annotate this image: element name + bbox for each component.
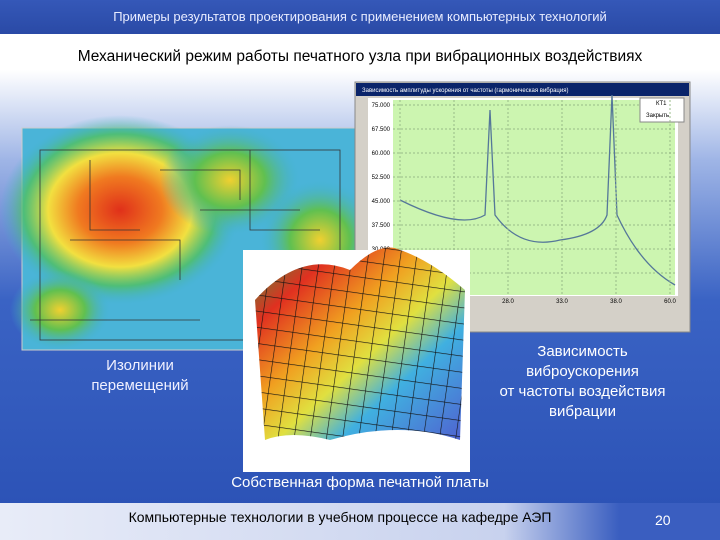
contour-zone (10, 270, 110, 350)
mode-mesh (255, 247, 465, 440)
page-number: 20 (655, 512, 671, 528)
caption-line: от частоты воздействия (499, 383, 666, 400)
slide-title: Механический режим работы печатного узла… (77, 48, 643, 65)
y-tick-label: 60.000 (372, 151, 391, 157)
x-tick-label: 28.0 (502, 299, 514, 305)
x-tick-label: 33.0 (556, 299, 568, 305)
y-tick-label: 75.000 (372, 103, 391, 109)
caption-dependence: Зависимость виброускорения от частоты во… (470, 342, 695, 422)
caption-line: перемещений (91, 377, 189, 394)
y-tick-label: 37.500 (372, 223, 391, 229)
x-tick-label: 38.0 (610, 299, 622, 305)
contour-zone (160, 125, 300, 235)
header-title: Примеры результатов проектирования с при… (113, 9, 607, 24)
legend-box (639, 97, 685, 123)
legend-label: КТ1 (656, 101, 667, 107)
y-tick-label: 45.000 (372, 199, 391, 205)
caption-isolines: Изолинии перемещений (60, 356, 220, 396)
window-title: Зависимость амплитуды ускорения от часто… (362, 88, 568, 94)
close-button[interactable]: Закрыть (646, 113, 669, 119)
y-tick-label: 52.500 (372, 175, 391, 181)
header-band (0, 0, 720, 34)
caption-mode-shape: Собственная форма печатной платы (231, 474, 489, 491)
caption-line: виброускорения (526, 363, 639, 380)
board-outline (30, 149, 341, 341)
response-curve (399, 94, 676, 286)
x-ticks: 2.023.028.033.038.060.0 (396, 100, 676, 305)
grid: 75.00067.50060.00052.50045.00037.50030.0… (372, 103, 675, 277)
footer-band (0, 503, 720, 540)
caption-line: Зависимость (537, 343, 628, 360)
caption-line: вибрации (549, 403, 616, 420)
x-tick-label: 60.0 (664, 299, 676, 305)
window-titlebar (356, 83, 689, 96)
footer-text: Компьютерные технологии в учебном процес… (128, 509, 552, 525)
caption-line: Изолинии (106, 357, 174, 374)
y-tick-label: 67.500 (372, 127, 391, 133)
